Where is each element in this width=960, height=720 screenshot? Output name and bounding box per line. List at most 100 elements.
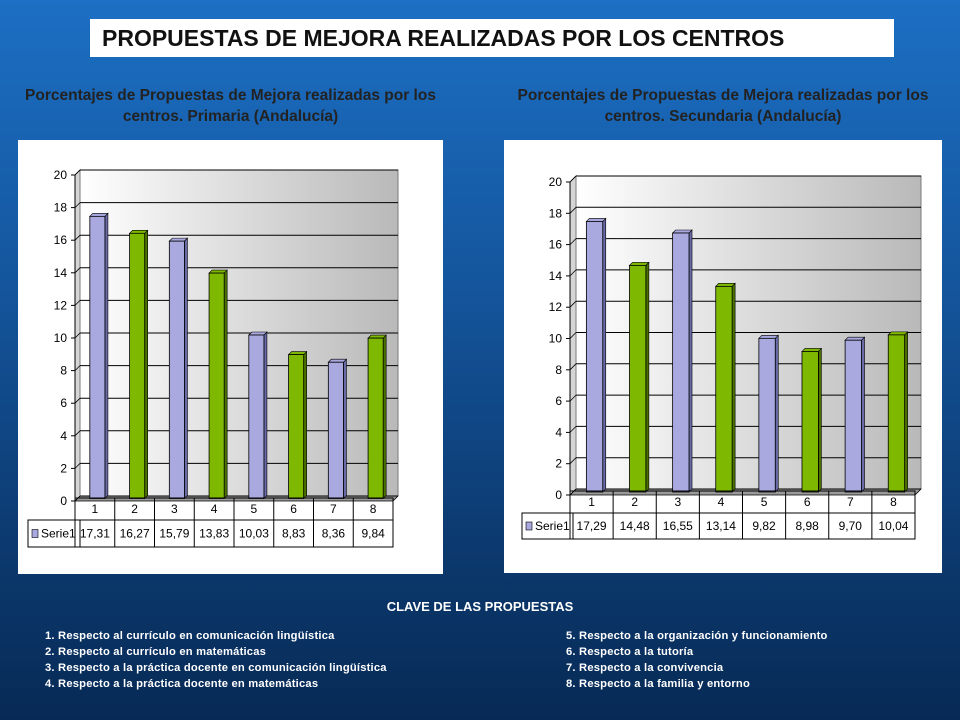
bar-side [861, 336, 865, 493]
bar-side [104, 212, 109, 500]
gridline-side [569, 394, 577, 402]
bar-top [208, 269, 228, 274]
bar [129, 232, 146, 499]
data-value-label: 9,82 [752, 519, 776, 533]
chart-panel-secundaria: 0 2 4 6 8 10 12 14 16 18 20 1 17,29 2 14,48 3 16,55 4 13,1… [504, 140, 942, 573]
bar [367, 337, 384, 499]
bar-side [343, 358, 347, 500]
bar-top [671, 229, 693, 234]
y-tick-label: 2 [555, 457, 562, 471]
bar-side [774, 334, 779, 493]
data-value-label: 17,31 [80, 527, 110, 541]
bar-side [223, 269, 228, 500]
gridline-side [569, 175, 577, 183]
legend-swatch [31, 529, 39, 538]
y-tick-label: 12 [549, 300, 563, 314]
bar-side [184, 237, 188, 500]
bar [887, 334, 906, 493]
y-tick-label: 20 [549, 175, 563, 189]
bar-side [382, 334, 387, 500]
key-item: 6. Respecto a la tutoría [566, 646, 694, 658]
data-value-label: 13,14 [706, 519, 736, 533]
key-item: 1. Respecto al currículo en comunicación… [45, 630, 335, 642]
chart-title-secundaria: Porcentajes de Propuestas de Mejora real… [517, 87, 929, 125]
bar-top [89, 213, 109, 217]
data-value-label: 14,48 [620, 519, 650, 533]
y-tick-label: 0 [555, 488, 562, 502]
key-list-right: 5. Respecto a la organización y funciona… [566, 628, 828, 692]
y-tick-label: 16 [54, 233, 68, 247]
gridline-side [74, 234, 81, 241]
gridline-side [569, 457, 577, 464]
bar-top [327, 358, 348, 363]
y-tick-label: 4 [60, 429, 67, 443]
chart-title-primaria: Porcentajes de Propuestas de Mejora real… [25, 87, 436, 125]
x-tick-label: 3 [674, 495, 681, 509]
key-title: CLAVE DE LAS PROPUESTAS [386, 599, 574, 614]
x-tick-label: 6 [290, 502, 297, 516]
bar-top [248, 331, 268, 336]
y-tick-label: 0 [60, 494, 67, 508]
gridline-side [569, 332, 577, 339]
x-tick-label: 3 [171, 502, 178, 516]
gridline-side [74, 332, 81, 339]
y-tick-label: 18 [54, 201, 68, 215]
y-tick-label: 10 [54, 331, 68, 345]
y-tick-label: 6 [555, 394, 562, 408]
bar-top [887, 331, 909, 336]
bar [327, 361, 344, 499]
bar [672, 232, 690, 493]
bar [844, 339, 862, 493]
chart-svg: 0 2 4 6 8 10 12 14 16 18 20 1 17,29 2 14,48 3 16,55 4 13,1… [521, 175, 922, 540]
data-value-label: 8,36 [322, 527, 346, 541]
x-tick-label: 4 [211, 502, 218, 516]
x-tick-label: 7 [847, 495, 854, 509]
chart-panel-primaria: 0 2 4 6 8 10 12 14 16 18 20 1 17,31 2 16,27 3 15,79 4 13,8… [18, 140, 443, 574]
gridline-side [569, 363, 577, 371]
data-value-label: 15,79 [159, 527, 189, 541]
bar [89, 215, 106, 499]
x-tick-label: 8 [370, 502, 377, 516]
bar-side [144, 229, 148, 500]
bar-side [904, 331, 908, 493]
x-tick-label: 1 [588, 495, 595, 509]
legend-swatch [525, 521, 533, 531]
key-item: 8. Respecto a la familia y entorno [566, 678, 750, 690]
y-tick-label: 16 [549, 238, 563, 252]
data-value-label: 8,98 [796, 519, 820, 533]
gridline-side [569, 207, 577, 214]
data-value-label: 16,27 [120, 527, 150, 541]
data-value-label: 13,83 [199, 527, 229, 541]
gridline-side [74, 267, 81, 274]
bar-side [645, 261, 650, 493]
bar [629, 264, 647, 493]
bar-side [602, 217, 607, 493]
key-list-left: 1. Respecto al currículo en comunicación… [45, 628, 387, 692]
bar-side [731, 282, 736, 493]
gridline-side [569, 269, 577, 277]
bar-top [844, 336, 866, 341]
x-tick-label: 8 [890, 495, 897, 509]
x-tick-label: 2 [131, 502, 138, 516]
page-title: PROPUESTAS DE MEJORA REALIZADAS POR LOS … [90, 19, 894, 57]
x-tick-label: 1 [92, 502, 99, 516]
data-value-label: 9,84 [361, 527, 385, 541]
data-value-label: 17,29 [577, 519, 607, 533]
x-tick-label: 7 [330, 502, 337, 516]
x-tick-label: 2 [631, 495, 638, 509]
bar-side [688, 229, 693, 493]
key-item: 5. Respecto a la organización y funciona… [566, 630, 828, 642]
gridline-side [569, 238, 577, 245]
x-tick-label: 5 [761, 495, 768, 509]
key-item: 3. Respecto a la práctica docente en com… [45, 662, 387, 674]
bar-side [818, 347, 822, 493]
gridline-side [74, 397, 81, 404]
y-tick-label: 6 [60, 396, 67, 410]
bar-side [263, 331, 268, 500]
legend-label: Serie1 [41, 527, 76, 541]
legend-label: Serie1 [535, 519, 570, 533]
y-tick-label: 10 [549, 332, 563, 346]
bar-top [628, 262, 650, 266]
key-item: 2. Respecto al currículo en matemáticas [45, 646, 267, 658]
bar-top [801, 348, 823, 352]
